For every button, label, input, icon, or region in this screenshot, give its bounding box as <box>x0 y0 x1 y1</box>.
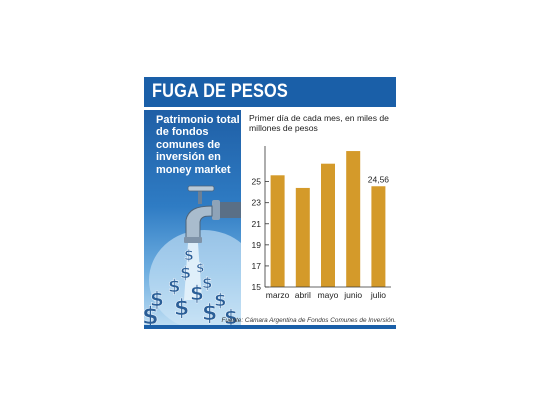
y-tick-label: 23 <box>252 198 262 208</box>
chart-title: Primer día de cada mes, en miles de mill… <box>249 113 389 133</box>
svg-text:$: $ <box>184 248 194 264</box>
money-symbols-icon: $ $ $ $ $ $ $ $ $ $ $ $ <box>144 248 238 325</box>
bar <box>346 151 361 287</box>
bar-chart: 15 17 19 21 23 25 marzo abril mayo junio julio 24,5… <box>252 146 391 300</box>
svg-text:$: $ <box>202 274 212 292</box>
svg-text:$: $ <box>144 302 159 325</box>
bar <box>295 187 310 287</box>
svg-text:$: $ <box>174 296 189 321</box>
header-bar: FUGA DE PESOS <box>144 77 396 107</box>
svg-text:$: $ <box>196 261 204 275</box>
footer-bar <box>144 325 396 329</box>
source-note: Fuente: Cámara Argentina de Fondos Comun… <box>221 317 396 324</box>
y-tick-label: 25 <box>252 177 262 187</box>
y-tick-label: 21 <box>252 219 262 229</box>
y-tick-label: 19 <box>252 240 262 250</box>
x-tick-label: julio <box>370 290 386 300</box>
chart-area: Primer día de cada mes, en miles de mill… <box>241 110 396 325</box>
bar <box>270 175 285 287</box>
svg-text:$: $ <box>190 281 204 305</box>
bar <box>371 186 386 287</box>
svg-text:$: $ <box>180 263 191 282</box>
faucet-icon <box>149 185 241 325</box>
x-tick-label: marzo <box>266 290 290 300</box>
illustration-panel: Patrimonio total de fondos comunes de in… <box>144 110 241 325</box>
y-tick-label: 17 <box>252 261 262 271</box>
chart-subtitle: Patrimonio total de fondos comunes de in… <box>156 114 240 176</box>
y-tick-label: 15 <box>252 282 262 292</box>
infographic-card: FUGA DE PESOS Patrimonio total de fondos… <box>144 77 396 329</box>
svg-text:$: $ <box>168 276 181 297</box>
svg-text:$: $ <box>224 305 238 325</box>
x-tick-label: abril <box>295 290 311 300</box>
bar <box>321 163 335 287</box>
svg-text:$: $ <box>214 290 227 311</box>
data-label: 24,56 <box>368 174 390 184</box>
page-title: FUGA DE PESOS <box>152 81 289 102</box>
svg-text:$: $ <box>202 301 217 325</box>
header-divider <box>144 107 396 110</box>
svg-text:$: $ <box>150 287 164 311</box>
x-tick-label: junio <box>343 290 362 300</box>
x-tick-label: mayo <box>318 290 339 300</box>
